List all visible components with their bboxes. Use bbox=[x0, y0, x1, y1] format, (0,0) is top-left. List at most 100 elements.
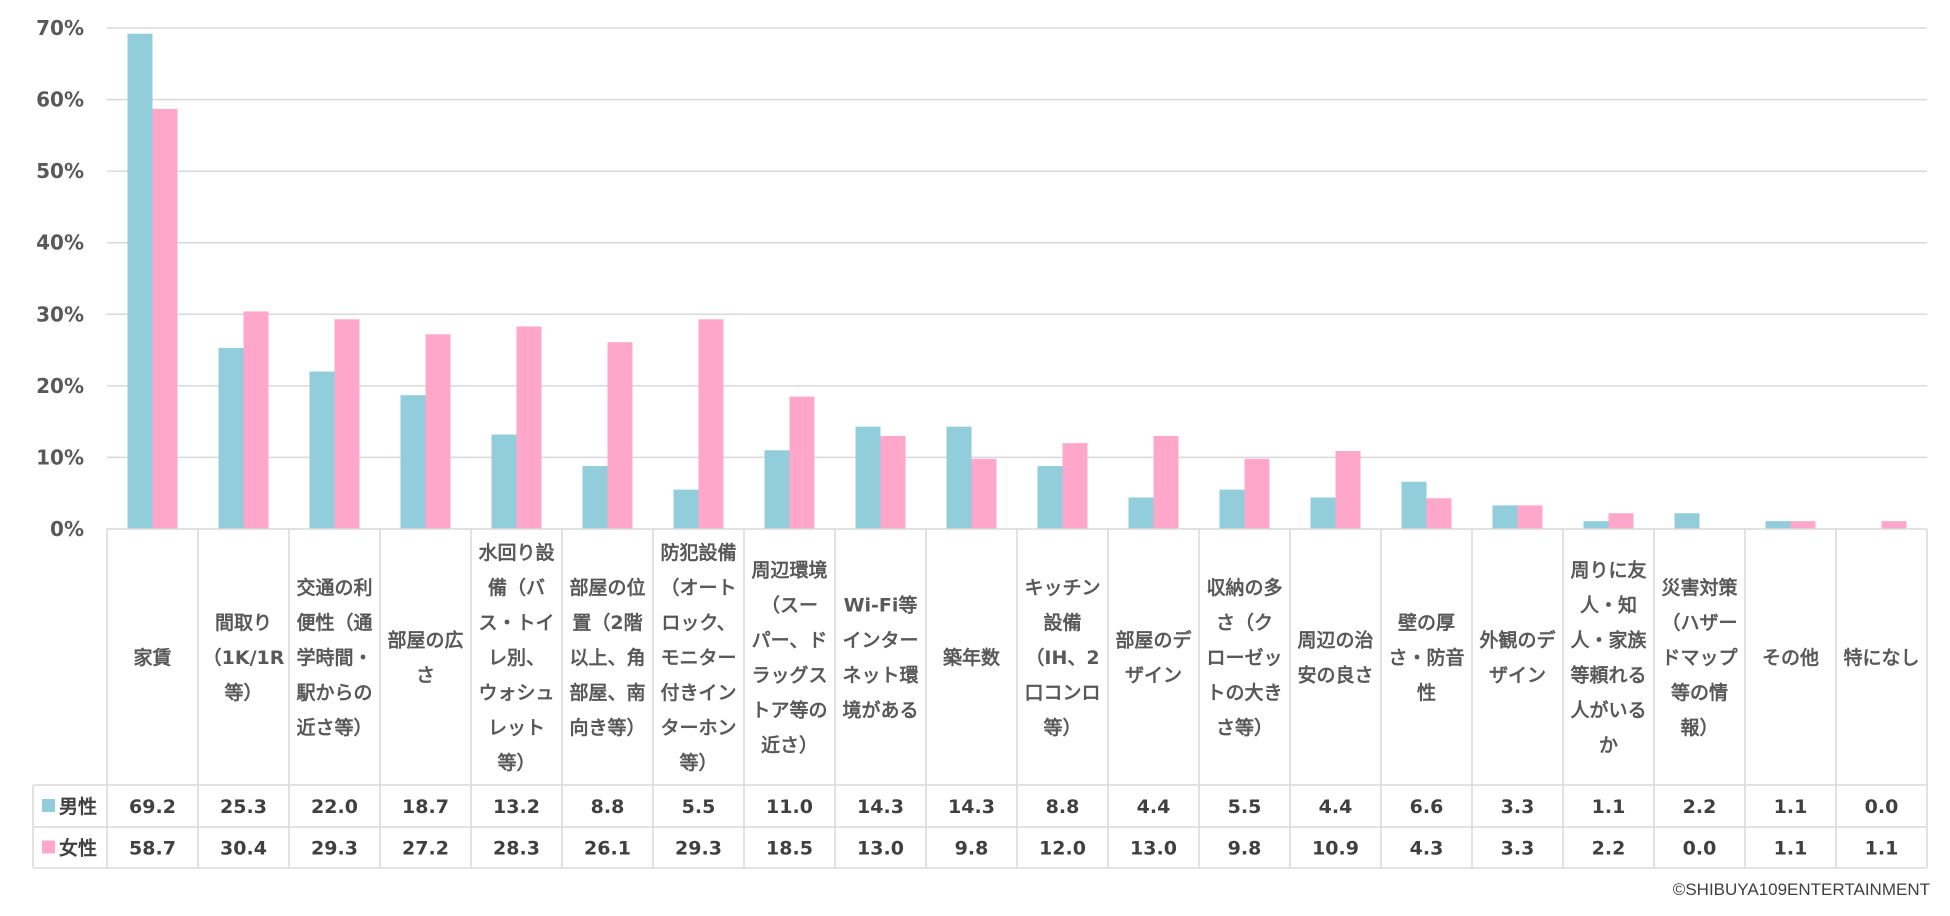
bar-male bbox=[1674, 513, 1700, 529]
data-value: 0.0 bbox=[1865, 796, 1899, 818]
y-tick-label: 0% bbox=[50, 517, 84, 541]
bar-male bbox=[1401, 481, 1427, 529]
bar-male bbox=[1219, 489, 1245, 529]
bar-male bbox=[309, 371, 335, 529]
data-value: 4.4 bbox=[1137, 796, 1171, 818]
data-value: 5.5 bbox=[682, 796, 716, 818]
data-value: 22.0 bbox=[311, 796, 358, 818]
copyright-text: ©SHIBUYA109ENTERTAINMENT bbox=[1672, 880, 1930, 899]
data-value: 25.3 bbox=[220, 796, 267, 818]
category-label: 水回り設備（バス・トイレ別、ウォシュレット等） bbox=[478, 541, 555, 774]
data-value: 3.3 bbox=[1501, 838, 1535, 860]
bar-male bbox=[764, 450, 790, 529]
data-value: 14.3 bbox=[857, 796, 904, 818]
category-label: 家賃 bbox=[133, 646, 171, 669]
data-value: 1.1 bbox=[1592, 796, 1626, 818]
bar-male bbox=[1310, 497, 1336, 529]
data-value: 69.2 bbox=[129, 796, 176, 818]
category-label: 周りに友人・知人・家族等頼れる人がいるか bbox=[1569, 559, 1647, 757]
category-label: 収納の多さ（クローゼットの大きさ等） bbox=[1206, 576, 1282, 739]
bar-male bbox=[1583, 521, 1609, 529]
data-value: 8.8 bbox=[1046, 796, 1080, 818]
category-label: 特になし bbox=[1843, 647, 1919, 669]
data-value: 12.0 bbox=[1039, 838, 1086, 860]
y-tick-label: 70% bbox=[36, 16, 84, 40]
category-label: 部屋のデザイン bbox=[1115, 629, 1192, 687]
bar-female bbox=[516, 326, 542, 529]
bar-female bbox=[1517, 505, 1543, 529]
category-label: 築年数 bbox=[942, 646, 1001, 669]
bar-female bbox=[152, 108, 178, 529]
bar-female bbox=[425, 334, 451, 529]
data-value: 13.2 bbox=[493, 796, 540, 818]
data-value: 2.2 bbox=[1592, 838, 1626, 860]
data-value: 14.3 bbox=[948, 796, 995, 818]
data-value: 26.1 bbox=[584, 838, 631, 860]
category-label: その他 bbox=[1762, 646, 1819, 669]
legend-key-female bbox=[42, 840, 55, 854]
bar-female bbox=[971, 458, 997, 529]
bar-female bbox=[1881, 521, 1907, 529]
bar-male bbox=[1492, 505, 1518, 529]
bar-male bbox=[582, 466, 608, 529]
category-label: 交通の利便性（通学時間・駅からの近さ等） bbox=[295, 576, 373, 739]
data-value: 4.3 bbox=[1410, 838, 1444, 860]
category-label: 外観のデザイン bbox=[1479, 629, 1556, 687]
bar-female bbox=[334, 319, 360, 529]
data-value: 13.0 bbox=[1130, 838, 1177, 860]
y-tick-label: 60% bbox=[36, 88, 84, 112]
data-value: 18.7 bbox=[402, 796, 449, 818]
category-label: 壁の厚さ・防音性 bbox=[1388, 611, 1464, 704]
bar-male bbox=[400, 395, 426, 529]
bar-female bbox=[1062, 443, 1088, 529]
category-label: 間取り（1K/1R 等） bbox=[203, 612, 285, 704]
data-value: 13.0 bbox=[857, 838, 904, 860]
bar-female bbox=[243, 311, 269, 529]
data-value: 18.5 bbox=[766, 838, 813, 860]
category-label: キッチン設備（IH、2 口コンロ等） bbox=[1024, 577, 1100, 739]
data-value: 9.8 bbox=[1228, 838, 1262, 860]
y-tick-label: 20% bbox=[36, 374, 84, 398]
bar-female bbox=[1608, 513, 1634, 529]
category-label: 部屋の位置（2階以上、角部屋、南向き等） bbox=[569, 576, 645, 739]
category-label: 部屋の広さ bbox=[387, 629, 463, 687]
y-tick-label: 50% bbox=[36, 159, 84, 183]
data-value: 2.2 bbox=[1683, 796, 1717, 818]
bar-female bbox=[1790, 521, 1816, 529]
bar-female bbox=[1244, 458, 1270, 529]
data-value: 9.8 bbox=[955, 838, 989, 860]
data-value: 1.1 bbox=[1774, 838, 1808, 860]
category-label: 災害対策（ハザードマップ等の情報） bbox=[1661, 576, 1738, 739]
category-label: 防犯設備（オートロック、モニター付きインターホン等） bbox=[660, 541, 736, 774]
bar-male bbox=[946, 426, 972, 529]
bar-male bbox=[1765, 521, 1791, 529]
bar-male bbox=[1128, 497, 1154, 529]
legend-key-male bbox=[42, 799, 55, 812]
legend-label-female: 女性 bbox=[59, 837, 97, 860]
y-tick-label: 30% bbox=[36, 302, 84, 326]
y-tick-label: 10% bbox=[36, 445, 84, 469]
data-value: 29.3 bbox=[311, 838, 358, 860]
bar-male bbox=[127, 33, 153, 530]
data-value: 29.3 bbox=[675, 838, 722, 860]
data-value: 1.1 bbox=[1865, 838, 1899, 860]
data-value: 0.0 bbox=[1683, 838, 1717, 860]
bar-male bbox=[673, 489, 699, 529]
data-value: 27.2 bbox=[402, 838, 449, 860]
bar-female bbox=[1426, 498, 1452, 529]
data-value: 5.5 bbox=[1228, 796, 1262, 818]
bar-female bbox=[789, 396, 815, 529]
data-value: 8.8 bbox=[591, 796, 625, 818]
data-value: 10.9 bbox=[1312, 838, 1359, 860]
category-label: Wi-Fi等インターネット環境がある bbox=[842, 594, 919, 722]
bar-female bbox=[698, 319, 724, 529]
bar-male bbox=[1037, 466, 1063, 529]
bar-male bbox=[855, 426, 881, 529]
bar-female bbox=[1335, 450, 1361, 529]
bar-female bbox=[1153, 435, 1179, 529]
bar-male bbox=[491, 434, 517, 529]
data-value: 4.4 bbox=[1319, 796, 1353, 818]
bar-female bbox=[607, 342, 633, 529]
legend-label-male: 男性 bbox=[59, 795, 97, 818]
